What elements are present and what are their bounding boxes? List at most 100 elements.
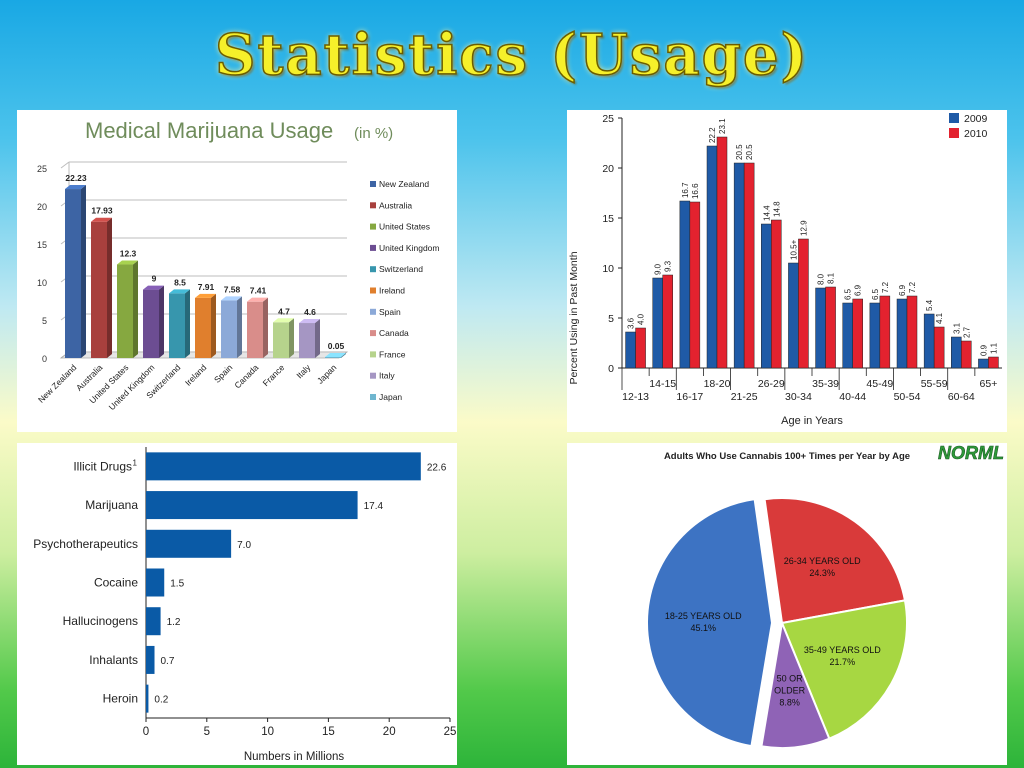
bar-value-label: 23.1	[718, 118, 727, 134]
legend-label: Canada	[379, 328, 409, 338]
bar-2010-16-17	[689, 201, 701, 369]
bar-value-label: 14.8	[772, 201, 781, 217]
bar-top	[65, 185, 86, 190]
bar-2010-21-25	[743, 162, 755, 369]
legend-label: Japan	[379, 392, 402, 402]
bar-value-label: 0.7	[161, 656, 175, 667]
x-tick-label: 65+	[980, 378, 998, 390]
bar-top	[325, 353, 346, 357]
legend-swatch	[370, 394, 376, 400]
chart-title: Medical Marijuana Usage	[85, 118, 333, 143]
bar-side	[185, 289, 190, 358]
bar-value-label: 3.6	[627, 317, 636, 329]
bar-value-label: 22.6	[427, 462, 447, 473]
bar-value-label: 6.9	[854, 284, 863, 296]
legend-label: Ireland	[379, 286, 405, 296]
bar-side	[159, 285, 164, 358]
bar-2009-55-59	[923, 313, 935, 369]
bar-marijuana	[146, 491, 358, 520]
bar-top	[247, 297, 268, 302]
y-category-label: Hallucinogens	[63, 614, 138, 628]
legend-swatch	[370, 223, 376, 230]
y-category-label: Heroin	[103, 692, 138, 706]
y-tick-label: 10	[602, 263, 614, 275]
bar-value-label: 7.58	[224, 284, 241, 294]
norml-logo: NORML	[938, 443, 1004, 463]
bar-2010-40-44	[852, 298, 863, 369]
x-tick-label: Spain	[212, 362, 235, 385]
footnote-marker: 1	[133, 458, 138, 467]
bar-illicit drugs	[146, 452, 421, 481]
legend-label: United States	[379, 222, 430, 232]
bar-value-label: 1.5	[170, 579, 184, 590]
bar-2009-16-17	[679, 200, 691, 369]
bar-value-label: 7.41	[250, 286, 267, 296]
bar-heroin	[146, 684, 149, 713]
pie-slice-label: 18-25 YEARS OLD	[665, 611, 742, 621]
medical-usage-chart: Medical Marijuana Usage (in %) 0 5 10 15 20 2…	[36, 118, 440, 412]
legend-label: Italy	[379, 371, 395, 381]
bar-united-kingdom	[143, 289, 159, 358]
bar-australia	[91, 221, 107, 358]
bar-value-label: 9.3	[664, 260, 673, 272]
bar-value-label: 1.1	[989, 342, 998, 354]
age-share-pie-chart: Adults Who Use Cannabis 100+ Times per Y…	[646, 443, 1004, 749]
x-tick-label: 10	[261, 726, 274, 738]
y-tick-label: 0	[42, 354, 47, 364]
bar-value-label: 22.2	[708, 127, 717, 143]
legend-label: 2010	[964, 128, 988, 140]
legend-swatch	[370, 372, 376, 379]
bar-new-zealand	[65, 189, 81, 358]
x-tick-label: 45-49	[866, 378, 893, 390]
y-tick-label: 15	[602, 213, 614, 225]
bar-value-label: 20.5	[735, 144, 744, 160]
x-axis-label: Numbers in Millions	[244, 751, 345, 763]
legend-swatch	[370, 202, 376, 209]
legend-swatch	[370, 351, 376, 358]
bar-value-label: 16.7	[681, 182, 690, 198]
y-category-label: Cocaine	[94, 576, 138, 590]
x-tick-label: 50-54	[894, 391, 921, 403]
y-tick-label: 20	[37, 202, 47, 212]
x-tick-label: 14-15	[649, 378, 676, 390]
age-usage-chart: Percent Using in Past Month Age in Years…	[568, 113, 1002, 427]
bar-2010-18-20	[716, 136, 728, 369]
y-category-label: Inhalants	[89, 653, 138, 667]
x-tick-label: 30-34	[785, 391, 812, 403]
legend-swatch	[949, 128, 959, 138]
x-tick-label: 55-59	[921, 378, 948, 390]
legend-swatch	[370, 308, 376, 315]
legend-swatch	[949, 113, 959, 123]
x-tick-label: Canada	[232, 362, 260, 390]
bar-top	[195, 293, 216, 298]
bar-2009-14-15	[652, 277, 663, 369]
bar-2009-21-25	[733, 162, 745, 369]
y-tick-label: 15	[37, 240, 47, 250]
bar-2010-12-13	[635, 327, 646, 369]
x-tick-label: 35-39	[812, 378, 839, 390]
slide-title: Statistics (Usage)	[214, 21, 809, 89]
age-usage-chart-panel: Percent Using in Past Month Age in Years…	[567, 110, 1007, 432]
x-tick-label: 60-64	[948, 391, 975, 403]
pie-slice-percent: 45.1%	[690, 623, 716, 633]
bar-japan	[325, 357, 341, 358]
x-tick-label: Ireland	[183, 362, 209, 388]
legend-label: 2009	[964, 113, 988, 125]
x-tick-label: 26-29	[758, 378, 785, 390]
bar-side	[289, 318, 294, 358]
bar-value-label: 4.0	[637, 313, 646, 325]
bar-side	[211, 293, 216, 358]
bar-top	[91, 217, 112, 222]
legend-label: Australia	[379, 200, 412, 210]
x-tick-label: 18-20	[704, 378, 731, 390]
bar-value-label: 1.2	[167, 617, 181, 628]
y-category-label: Psychotherapeutics	[33, 537, 138, 551]
bar-value-label: 7.91	[198, 282, 215, 292]
legend-swatch	[370, 244, 376, 251]
bar-hallucinogens	[146, 607, 161, 636]
bar-value-label: 14.4	[762, 205, 771, 221]
medical-usage-chart-panel: Medical Marijuana Usage (in %) 0 5 10 15 20 2…	[17, 110, 457, 432]
chart-title-suffix: (in %)	[354, 125, 393, 142]
chart-title: Adults Who Use Cannabis 100+ Times per Y…	[664, 451, 910, 462]
x-tick-label: 25	[444, 726, 457, 738]
